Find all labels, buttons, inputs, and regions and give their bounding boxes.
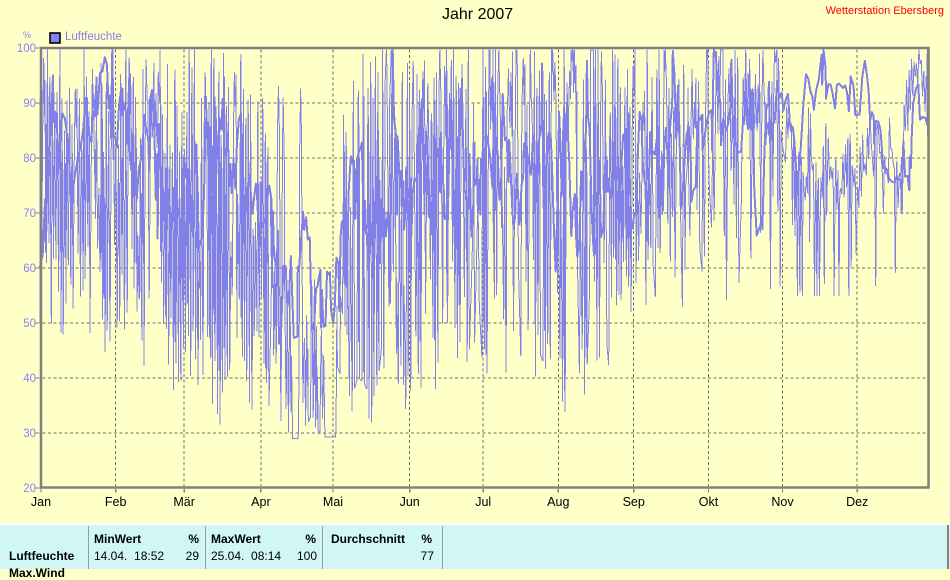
svg-text:Jul: Jul bbox=[475, 495, 491, 509]
svg-text:90: 90 bbox=[23, 98, 36, 110]
svg-text:60: 60 bbox=[23, 263, 36, 275]
svg-text:Feb: Feb bbox=[105, 495, 127, 509]
svg-text:Mai: Mai bbox=[323, 495, 343, 509]
svg-text:50: 50 bbox=[23, 318, 36, 330]
svg-text:20: 20 bbox=[23, 483, 36, 495]
svg-text:Apr: Apr bbox=[251, 495, 270, 509]
svg-text:30: 30 bbox=[23, 428, 36, 440]
svg-text:40: 40 bbox=[23, 373, 36, 385]
svg-text:Aug: Aug bbox=[547, 495, 569, 509]
svg-text:Dez: Dez bbox=[846, 495, 868, 509]
svg-text:Mär: Mär bbox=[173, 495, 195, 509]
svg-text:Jan: Jan bbox=[31, 495, 51, 509]
svg-text:100: 100 bbox=[17, 43, 36, 55]
svg-text:Sep: Sep bbox=[623, 495, 645, 509]
svg-text:70: 70 bbox=[23, 208, 36, 220]
svg-text:Nov: Nov bbox=[771, 495, 794, 509]
svg-text:80: 80 bbox=[23, 153, 36, 165]
svg-text:Jun: Jun bbox=[400, 495, 420, 509]
svg-text:Okt: Okt bbox=[699, 495, 719, 509]
